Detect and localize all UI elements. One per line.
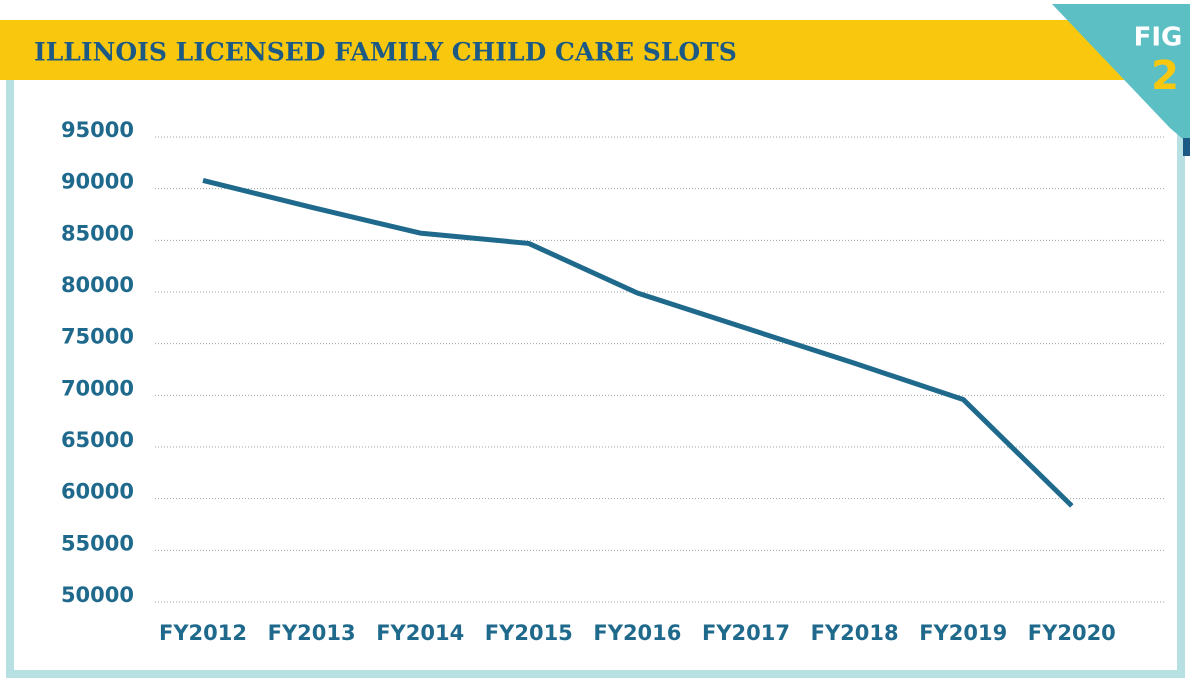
x-tick-label: FY2013	[268, 621, 356, 645]
header-bar	[0, 20, 1150, 80]
chart-title: ILLINOIS LICENSED FAMILY CHILD CARE SLOT…	[34, 38, 737, 67]
y-tick-label: 75000	[61, 325, 134, 349]
x-tick-label: FY2020	[1028, 621, 1116, 645]
x-tick-label: FY2018	[811, 621, 899, 645]
line	[202, 177, 1074, 508]
y-tick-label: 65000	[61, 428, 134, 452]
y-tick-label: 85000	[61, 221, 134, 245]
x-tick-label: FY2019	[919, 621, 1007, 645]
x-tick-label: FY2015	[485, 621, 573, 645]
y-tick-label: 80000	[61, 273, 134, 297]
fig-number: 2	[1151, 53, 1179, 99]
y-tick-label: 70000	[61, 376, 134, 400]
x-tick-label: FY2012	[159, 621, 247, 645]
fig-label: FIG	[1134, 23, 1183, 53]
y-tick-label: 90000	[61, 170, 134, 194]
y-tick-label: 55000	[61, 531, 134, 555]
y-tick-label: 60000	[61, 480, 134, 504]
x-tick-label: FY2017	[702, 621, 790, 645]
x-tick-label: FY2016	[593, 621, 681, 645]
fig-corner	[1052, 4, 1190, 145]
x-tick-label: FY2014	[376, 621, 464, 645]
frame	[6, 66, 1185, 678]
fig-corner-fold	[1183, 138, 1190, 156]
y-tick-label: 50000	[61, 583, 134, 607]
y-tick-label: 95000	[61, 118, 134, 142]
